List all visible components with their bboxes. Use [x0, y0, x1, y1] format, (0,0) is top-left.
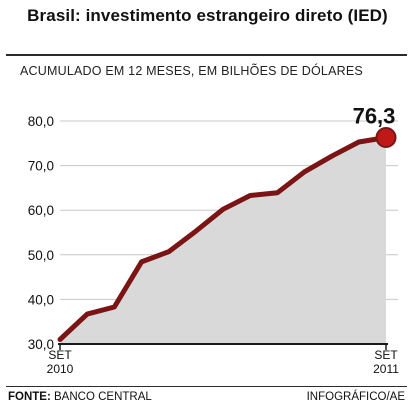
area-fill	[60, 137, 386, 344]
y-axis: 30,0 40,0 50,0 60,0 70,0 80,0	[28, 114, 388, 352]
credit-note: INFOGRÁFICO/AE	[306, 391, 405, 403]
source-value: BANCO CENTRAL	[50, 391, 152, 403]
y-tick-label: 80,0	[28, 114, 54, 129]
y-tick-label: 40,0	[28, 292, 54, 307]
footer-divider	[6, 386, 407, 387]
x-tick-label: 2011	[373, 362, 399, 376]
end-point-marker	[375, 127, 397, 149]
y-tick-label: 60,0	[28, 203, 54, 218]
chart-subtitle: ACUMULADO EM 12 MESES, EM BILHÕES DE DÓL…	[20, 64, 363, 78]
y-tick-label: 30,0	[28, 337, 54, 352]
chart-frame	[6, 54, 407, 412]
markers: 76,3	[353, 104, 397, 149]
series-line	[57, 135, 389, 342]
chart-title: Brasil: investimento estrangeiro direto …	[27, 6, 388, 25]
x-tick-label: SET	[374, 348, 398, 362]
source-note: FONTE: BANCO CENTRAL	[8, 391, 152, 403]
end-point-label: 76,3	[353, 104, 396, 129]
x-tick-label: SET	[48, 348, 72, 362]
y-tick-label: 50,0	[28, 248, 54, 263]
source-label: FONTE:	[8, 391, 51, 403]
x-tick-label: 2010	[47, 362, 74, 376]
y-tick-label: 70,0	[28, 159, 54, 174]
